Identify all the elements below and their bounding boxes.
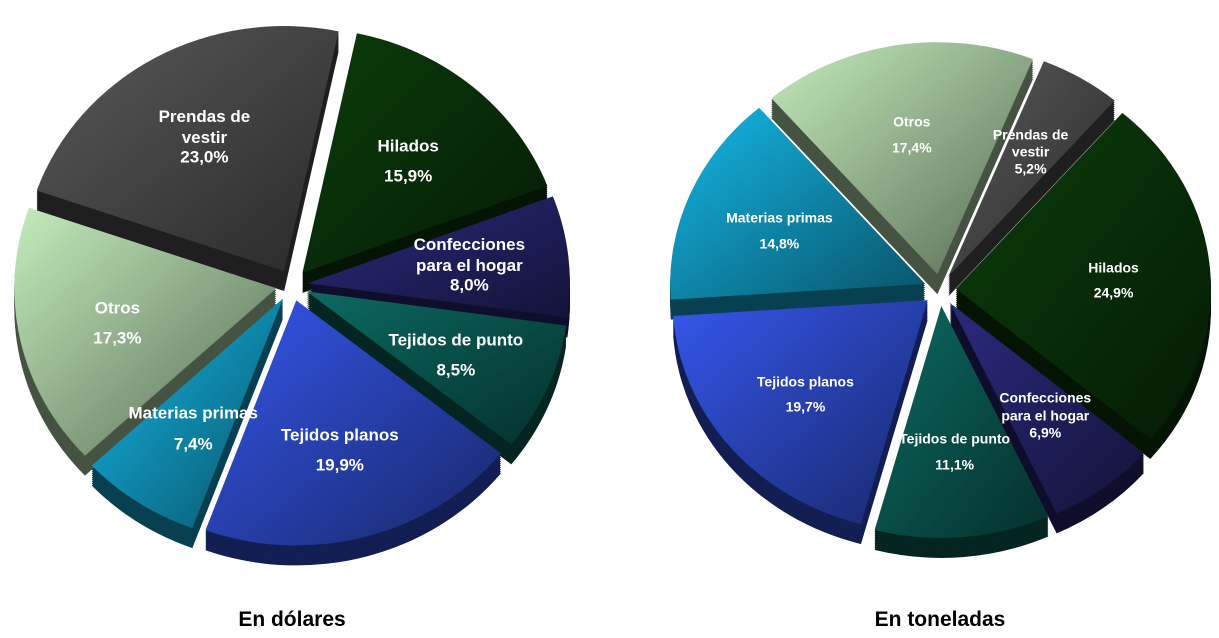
slice	[874, 305, 1049, 538]
slice-label: Hilados	[1088, 259, 1139, 276]
slice-label: Materias primas	[128, 403, 258, 423]
slice-label: Prendas de vestir	[992, 126, 1069, 160]
slice	[948, 61, 1115, 277]
slice	[670, 107, 926, 300]
slice	[307, 196, 570, 318]
value-label: 11,1%	[935, 455, 975, 472]
value-label: 7,4%	[173, 433, 213, 453]
value-label: 23,0%	[180, 147, 229, 167]
slice	[949, 302, 1144, 514]
slice	[205, 300, 501, 546]
slice-label: Prendas de vestir	[158, 106, 251, 147]
slice-label: Tejidos planos	[280, 425, 399, 445]
value-label: 17,3%	[93, 328, 142, 348]
slice-label: Hilados	[377, 136, 439, 156]
slice-label: Tejidos planos	[756, 372, 854, 389]
slice-label: Otros	[893, 113, 931, 130]
slice	[36, 26, 339, 272]
slice	[302, 33, 548, 273]
slice	[673, 300, 928, 525]
slice	[14, 207, 277, 456]
slice	[955, 112, 1211, 439]
chart-title: En dólares	[238, 608, 346, 631]
value-label: 5,2%	[1014, 160, 1047, 177]
slice-label: Materias primas	[726, 209, 833, 226]
value-label: 8,0%	[449, 275, 489, 295]
chart-title: En toneladas	[874, 608, 1006, 631]
slice-label: Confecciones para el hogar	[413, 234, 526, 275]
slice-label: Otros	[94, 298, 141, 318]
value-label: 17,4%	[891, 138, 932, 155]
value-label: 6,9%	[1029, 423, 1062, 440]
value-label: 8,5%	[436, 360, 476, 380]
slice-label: Confecciones para el hogar	[999, 389, 1092, 424]
value-label: 19,9%	[315, 455, 364, 475]
slice	[91, 298, 284, 529]
value-label: 15,9%	[384, 166, 433, 186]
value-label: 14,8%	[759, 234, 800, 251]
slice	[771, 42, 1033, 275]
slice-label: Tejidos de punto	[899, 430, 1011, 447]
slice	[306, 291, 567, 445]
value-label: 19,7%	[785, 398, 826, 415]
slice-label: Tejidos de punto	[388, 329, 524, 349]
value-label: 24,9%	[1093, 284, 1134, 301]
